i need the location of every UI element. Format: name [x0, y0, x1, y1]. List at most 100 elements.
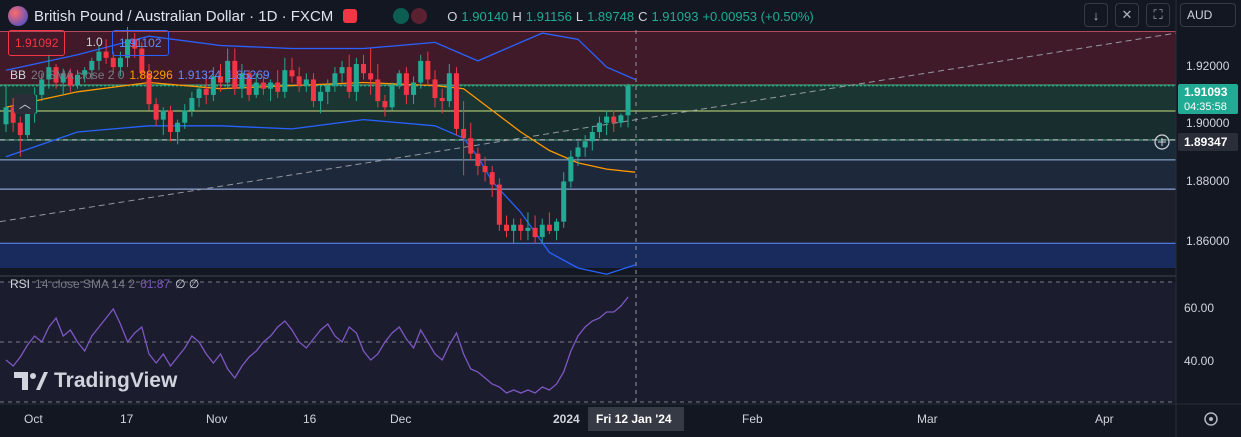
candle-body: [103, 51, 109, 58]
time-label: Nov: [206, 412, 227, 426]
rsi-tick: 40.00: [1184, 354, 1214, 368]
settings-gear-icon[interactable]: [1204, 412, 1218, 426]
chart-header: British Pound / Australian Dollar · 1D ·…: [8, 5, 814, 27]
rsi-tick: 60.00: [1184, 301, 1214, 315]
open-label: O: [447, 8, 458, 24]
candle-body: [446, 73, 452, 102]
spread-label: 1.0: [86, 35, 103, 49]
candle-body: [339, 67, 345, 74]
time-label: Apr: [1095, 412, 1114, 426]
rsi-extra: ∅ ∅: [175, 277, 200, 291]
candle-body: [361, 64, 366, 74]
candle-body: [489, 172, 495, 185]
candle-body: [268, 82, 274, 89]
watermark-text: TradingView: [54, 369, 178, 392]
candle-body: [418, 60, 424, 83]
candle-body: [482, 166, 488, 173]
tradingview-logo-icon: [14, 372, 48, 390]
market-status-pill[interactable]: [393, 8, 428, 24]
low-label: L: [575, 8, 584, 24]
price-zones: [0, 31, 1176, 268]
candle-body: [296, 76, 302, 86]
close-label: C: [638, 8, 648, 24]
candle-body: [139, 48, 145, 74]
candle-body: [582, 141, 588, 148]
candle-body: [60, 73, 66, 83]
tradingview-watermark: TradingView: [14, 369, 177, 393]
candle-body: [611, 116, 617, 123]
candle-body: [546, 224, 552, 231]
crosshair-date-tag: [588, 407, 684, 431]
candle-body: [525, 227, 531, 231]
price-zone: [0, 243, 1176, 268]
candle-body: [125, 39, 131, 58]
candle-body: [618, 115, 624, 123]
candle-body: [160, 110, 166, 120]
candle-body: [82, 70, 88, 75]
sell-button[interactable]: 1.91092: [8, 30, 66, 56]
fullscreen-button[interactable]: ⛶: [1146, 3, 1170, 27]
candle-body: [203, 88, 209, 95]
scroll-down-button[interactable]: ↓: [1084, 3, 1108, 27]
rsi-panel: [0, 275, 1176, 403]
price-zone: [0, 189, 1176, 244]
rsi-legend[interactable]: RSI 14 close SMA 14 2 61.87 ∅ ∅: [10, 277, 199, 291]
candle-body: [53, 67, 59, 83]
plus-circle-icon[interactable]: [1154, 134, 1170, 150]
alert-flag-icon[interactable]: [343, 9, 358, 23]
candle-body: [24, 113, 30, 136]
time-label: 2024: [553, 412, 580, 426]
candle-body: [575, 147, 581, 157]
candle-body: [332, 73, 338, 86]
candle-body: [596, 122, 602, 132]
bb-legend[interactable]: BB 20 SMA close 2 0 1.88296 1.91324 1.85…: [10, 68, 270, 82]
price-tick: 1.86000: [1186, 234, 1230, 248]
candle-body: [210, 76, 216, 95]
candle-body: [310, 79, 316, 102]
candle-body: [589, 132, 595, 142]
candle-body: [389, 85, 395, 108]
candle-body: [225, 60, 231, 83]
trendline[interactable]: [0, 32, 1177, 223]
candle-body: [132, 39, 138, 49]
symbol-title[interactable]: British Pound / Australian Dollar · 1D ·…: [34, 7, 334, 25]
collapse-legend-button[interactable]: ︿: [14, 94, 36, 114]
candle-body: [411, 82, 417, 95]
rsi-params: 14 close SMA 14 2: [35, 277, 136, 291]
time-label: 16: [303, 412, 317, 426]
collapse-button[interactable]: ✕: [1115, 3, 1139, 27]
market-open-icon: [393, 8, 410, 24]
candle-body: [604, 116, 610, 123]
price-zone: [0, 85, 1176, 111]
currency-select[interactable]: AUD: [1180, 3, 1236, 27]
crosshair-price-tag: [1178, 133, 1238, 151]
ohlc-readout: O 1.90140 H 1.91156 L 1.89748 C 1.91093 +0.0…: [447, 9, 813, 24]
collapse-icon: ✕: [1121, 7, 1133, 22]
price-tick: 1.90000: [1186, 116, 1230, 130]
candle-body: [318, 91, 324, 102]
candle-body: [246, 73, 252, 95]
candle-body: [110, 57, 116, 68]
candle-body: [67, 73, 73, 86]
candle-body: [475, 153, 481, 166]
price-zone: [0, 31, 1176, 86]
candle-body: [189, 98, 195, 111]
candle-body: [439, 98, 445, 102]
candle-body: [75, 74, 80, 86]
candle-body: [153, 104, 159, 120]
candle-body: [511, 224, 517, 231]
candle-body: [39, 79, 45, 95]
candle-body: [17, 122, 23, 136]
buy-button[interactable]: 1.91102: [112, 30, 169, 56]
candle-body: [260, 82, 266, 89]
price-tick: 1.88000: [1186, 174, 1230, 188]
price-zone: [0, 159, 1176, 190]
time-label: Feb: [742, 412, 763, 426]
high-value: 1.91156: [525, 8, 572, 24]
candle-body: [518, 224, 524, 231]
close-value: 1.91093: [651, 8, 699, 24]
countdown-label: 04:35:58: [1184, 101, 1227, 113]
change-value: +0.00953 (+0.50%): [702, 8, 814, 24]
candle-body: [468, 138, 474, 154]
